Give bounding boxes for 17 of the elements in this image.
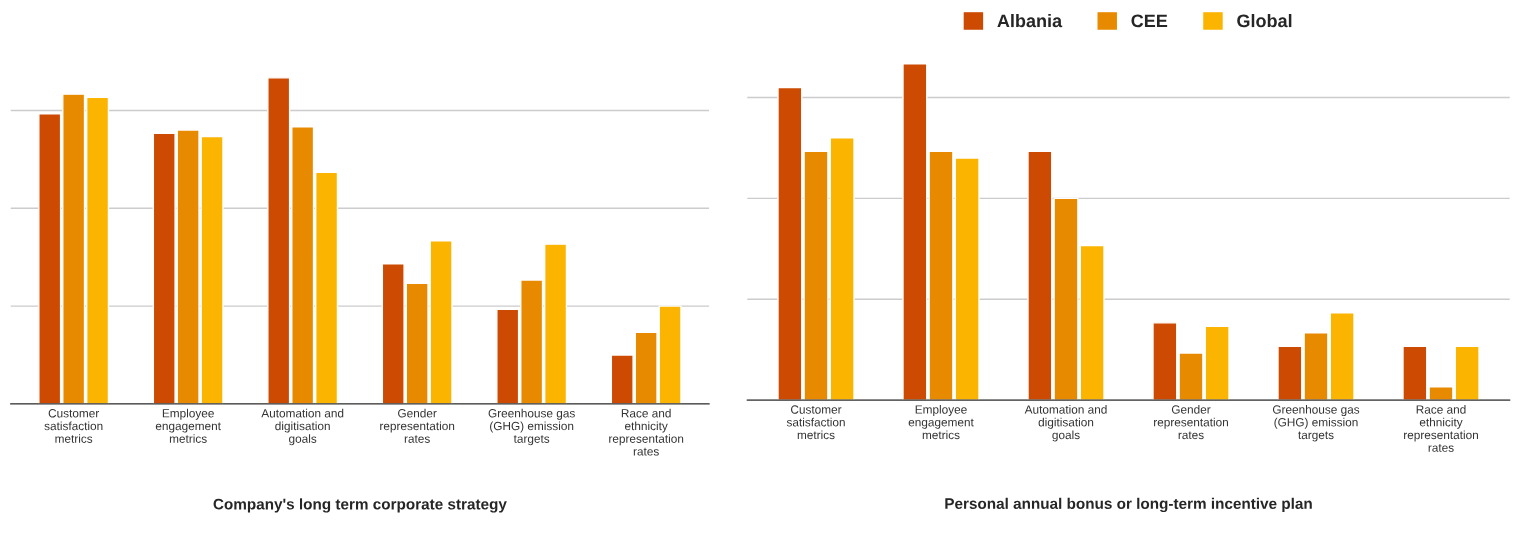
text: Company's long term corporate strategy — [213, 498, 507, 513]
x-tick-label: Employee engagement metrics — [908, 405, 974, 440]
x-tick-label: Greenhouse gas (GHG) emission targets — [1272, 405, 1360, 442]
legend-label: Global — [1237, 14, 1292, 28]
x-tick-label: Gender representation rates — [380, 408, 455, 443]
x-tick-label: Race and ethnicity representation rates — [1404, 405, 1478, 452]
x-tick-label: Automation and digitisation goals — [261, 408, 344, 446]
legend-label: CEE — [1131, 14, 1168, 28]
x-tick-label: Greenhouse gas (GHG) emission targets — [488, 408, 575, 446]
x-tick-label: Employee engagement metrics — [155, 408, 221, 443]
x-tick-label: Customer satisfaction metrics — [786, 405, 845, 440]
x-tick-label: Customer satisfaction metrics — [44, 409, 103, 443]
text: Personal annual bonus or long-term incentive plan — [945, 497, 1312, 513]
x-tick-label: Gender representation rates — [1154, 405, 1228, 440]
legend-label: Albania — [997, 14, 1063, 28]
x-tick-label: Automation and digitisation goals — [1024, 405, 1107, 442]
x-tick-label: Race and ethnicity representation rates — [609, 408, 684, 456]
